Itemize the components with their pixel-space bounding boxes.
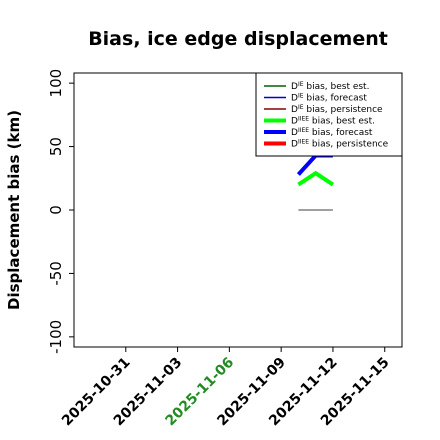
y-tick-label: 100 bbox=[47, 69, 65, 98]
legend: DIE bias, best est.DIE bias, forecastDIE… bbox=[255, 72, 403, 157]
y-tick-label: -100 bbox=[47, 320, 65, 354]
y-tick-label: 50 bbox=[47, 137, 65, 156]
chart-title: Bias, ice edge displacement bbox=[88, 28, 388, 50]
legend-entry: DIIEE bias, forecast bbox=[291, 127, 373, 138]
y-axis: -100 -50 0 50 100 bbox=[47, 69, 74, 354]
legend-entry: DIE bias, persistence bbox=[291, 104, 383, 115]
legend-entry: DIE bias, best est. bbox=[291, 81, 369, 92]
x-axis: 2025-10-312025-11-032025-11-062025-11-09… bbox=[59, 347, 393, 429]
legend-entry: DIIEE bias, persistence bbox=[291, 139, 389, 150]
legend-entry: DIIEE bias, best est. bbox=[291, 116, 375, 127]
y-tick-label: 0 bbox=[47, 205, 65, 215]
y-axis-label: Displacement bias (km) bbox=[5, 110, 23, 310]
legend-box bbox=[255, 72, 403, 157]
legend-entry: DIE bias, forecast bbox=[291, 93, 367, 104]
y-tick-label: -50 bbox=[47, 261, 65, 286]
series-line-3 bbox=[297, 170, 335, 187]
